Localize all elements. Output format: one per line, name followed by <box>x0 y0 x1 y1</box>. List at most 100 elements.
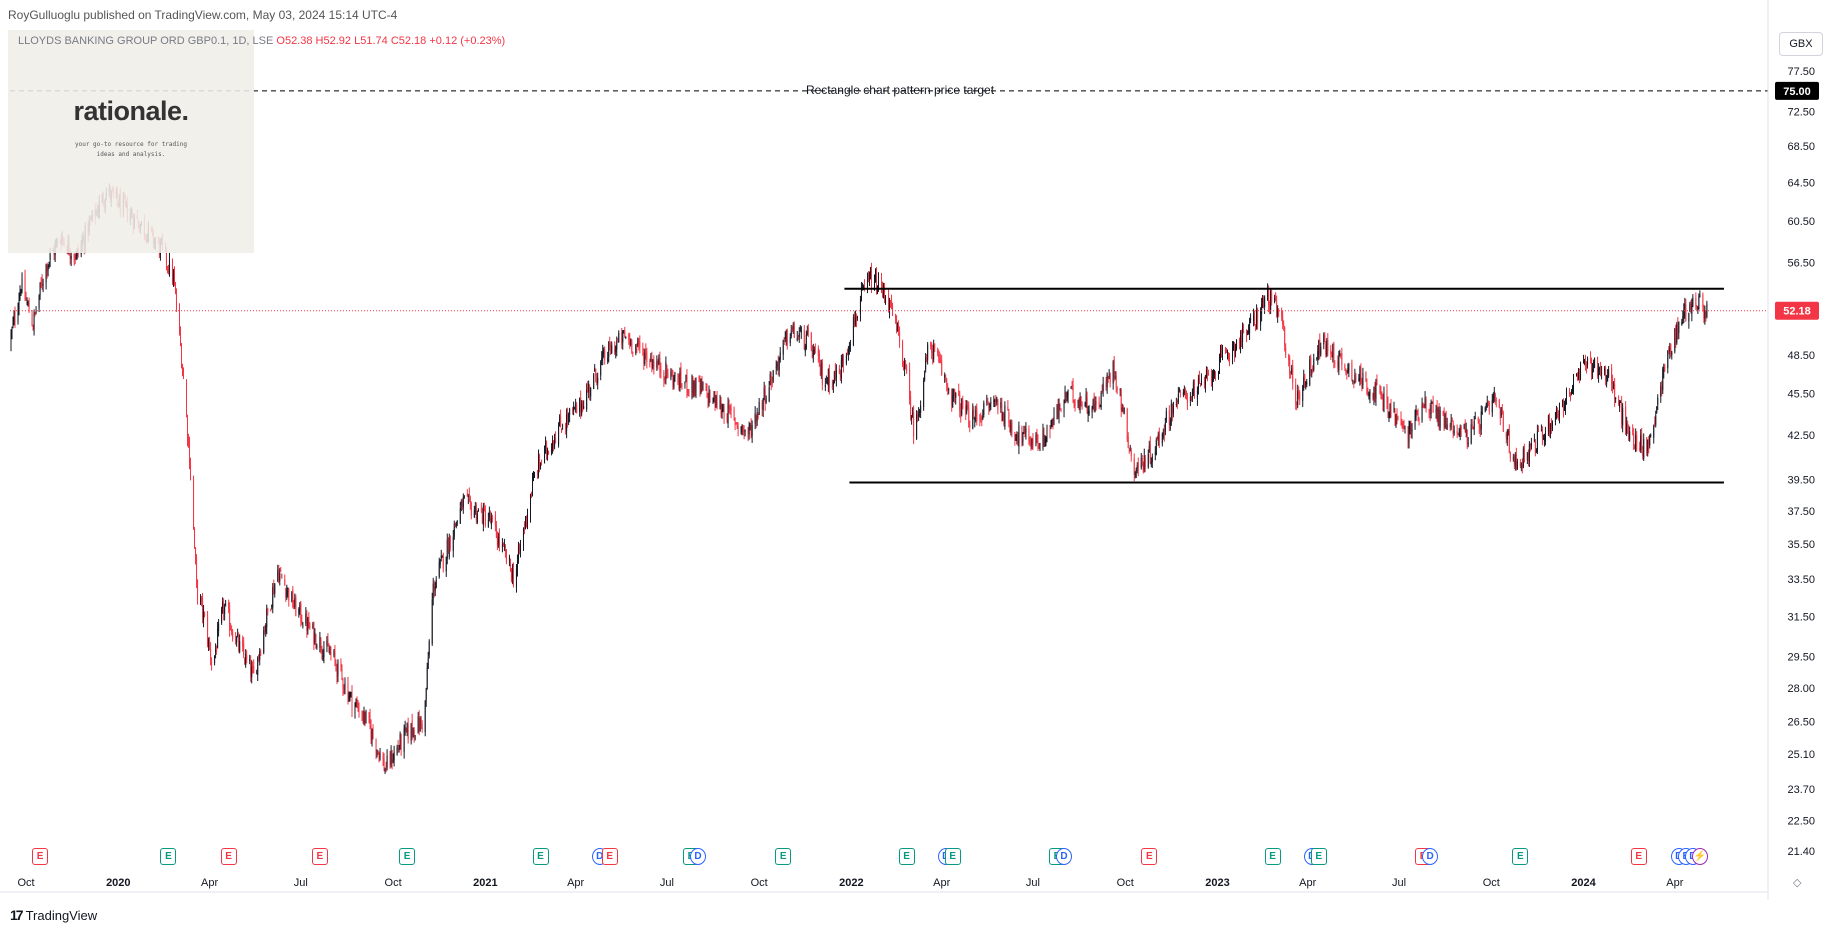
candle-body <box>20 291 22 293</box>
candle-body <box>1523 447 1525 463</box>
currency-button[interactable]: GBX <box>1779 32 1823 56</box>
candle-body <box>643 352 645 364</box>
candle-body <box>1656 406 1658 413</box>
candle-body <box>1466 430 1468 444</box>
candle-body <box>1369 390 1371 396</box>
candle-body <box>852 317 854 345</box>
candle-body <box>923 380 925 407</box>
candle-body <box>277 570 279 582</box>
axis-settings-icon[interactable]: ◇ <box>1793 877 1802 889</box>
dividend-marker[interactable]: D <box>1056 848 1073 865</box>
earnings-marker[interactable]: E <box>944 848 961 865</box>
candle-body <box>1057 405 1059 416</box>
candle-body <box>1387 403 1389 418</box>
candle-body <box>835 370 837 380</box>
candle-body <box>1330 349 1332 354</box>
candle-body <box>1683 310 1685 317</box>
earnings-marker[interactable]: E <box>1512 848 1529 865</box>
candle-body <box>1449 423 1451 428</box>
candle-body <box>1044 438 1046 444</box>
candle-body <box>232 632 234 639</box>
candle-body <box>406 723 408 733</box>
earnings-marker[interactable]: E <box>399 848 416 865</box>
candle-body <box>684 381 686 385</box>
candle-body <box>1562 401 1564 414</box>
candle-body <box>393 751 395 761</box>
candle-body <box>951 390 953 406</box>
earnings-marker[interactable]: E <box>1630 848 1647 865</box>
earnings-marker[interactable]: E <box>32 848 49 865</box>
candle-body <box>698 375 700 382</box>
candle-body <box>1018 425 1020 447</box>
candle-body <box>1484 407 1486 412</box>
candle-body <box>470 502 472 516</box>
candle-body <box>899 332 901 342</box>
candle-body <box>555 437 557 444</box>
earnings-marker[interactable]: E <box>775 848 792 865</box>
candle-body <box>902 341 904 365</box>
candle-body <box>281 573 283 578</box>
candle-body <box>903 363 905 370</box>
candle-body <box>741 426 743 429</box>
price-tick-label: 60.50 <box>1787 216 1815 228</box>
candle-body <box>1460 427 1462 431</box>
candle-body <box>1232 347 1234 358</box>
earnings-marker[interactable]: E <box>311 848 328 865</box>
earnings-marker[interactable]: E <box>898 848 915 865</box>
candle-body <box>1058 403 1060 417</box>
candle-body <box>18 299 20 309</box>
candle-body <box>833 371 835 383</box>
candle-body <box>1171 405 1173 415</box>
candle-body <box>898 324 900 332</box>
candle-body <box>1291 368 1293 373</box>
candle-body <box>1348 364 1350 371</box>
candle-body <box>1086 397 1088 413</box>
candle-body <box>28 300 30 313</box>
candle-body <box>1389 406 1391 417</box>
dividend-marker[interactable]: D <box>689 848 706 865</box>
candle-body <box>1487 400 1489 402</box>
candle-body <box>1290 371 1292 374</box>
candle-body <box>859 299 861 315</box>
candle-body <box>292 589 294 607</box>
candle-body <box>856 316 858 319</box>
candle-body <box>1305 381 1307 386</box>
earnings-marker[interactable]: E <box>220 848 237 865</box>
symbol-legend[interactable]: LLOYDS BANKING GROUP ORD GBP0.1, 1D, LSE… <box>18 35 505 47</box>
candle-body <box>1070 387 1072 389</box>
candle-body <box>645 349 647 354</box>
candle-body <box>1586 364 1588 368</box>
candle-body <box>1668 348 1670 354</box>
candle-body <box>1550 421 1552 428</box>
earnings-marker[interactable]: E <box>160 848 177 865</box>
candle-body <box>495 526 497 538</box>
earnings-marker[interactable]: E <box>1264 848 1281 865</box>
candle-body <box>944 375 946 378</box>
candle-body <box>1277 309 1279 317</box>
candle-body <box>1084 402 1086 407</box>
candle-body <box>1583 360 1585 364</box>
candle-body <box>1579 369 1581 381</box>
tradingview-logo[interactable]: 17 TradingView <box>10 907 97 923</box>
split-marker[interactable]: ⚡ <box>1691 848 1708 865</box>
candle-body <box>1446 424 1448 430</box>
candle-body <box>463 496 465 498</box>
chart-overlays <box>10 90 1768 484</box>
candle-body <box>565 427 567 429</box>
candle-body <box>1347 368 1349 373</box>
candle-body <box>1345 368 1347 373</box>
candle-body <box>477 509 479 511</box>
earnings-marker[interactable]: E <box>1141 848 1158 865</box>
candle-body <box>1085 394 1087 406</box>
candle-body <box>628 334 630 341</box>
earnings-marker[interactable]: E <box>1310 848 1327 865</box>
earnings-marker[interactable]: E <box>532 848 549 865</box>
candle-body <box>1168 410 1170 425</box>
rationale-watermark: rationale. your go-to resource for tradi… <box>8 30 254 253</box>
candle-body <box>1264 297 1266 308</box>
earnings-marker[interactable]: E <box>601 848 618 865</box>
candle-body <box>1337 360 1339 369</box>
dividend-marker[interactable]: D <box>1422 848 1439 865</box>
candle-body <box>1352 380 1354 382</box>
